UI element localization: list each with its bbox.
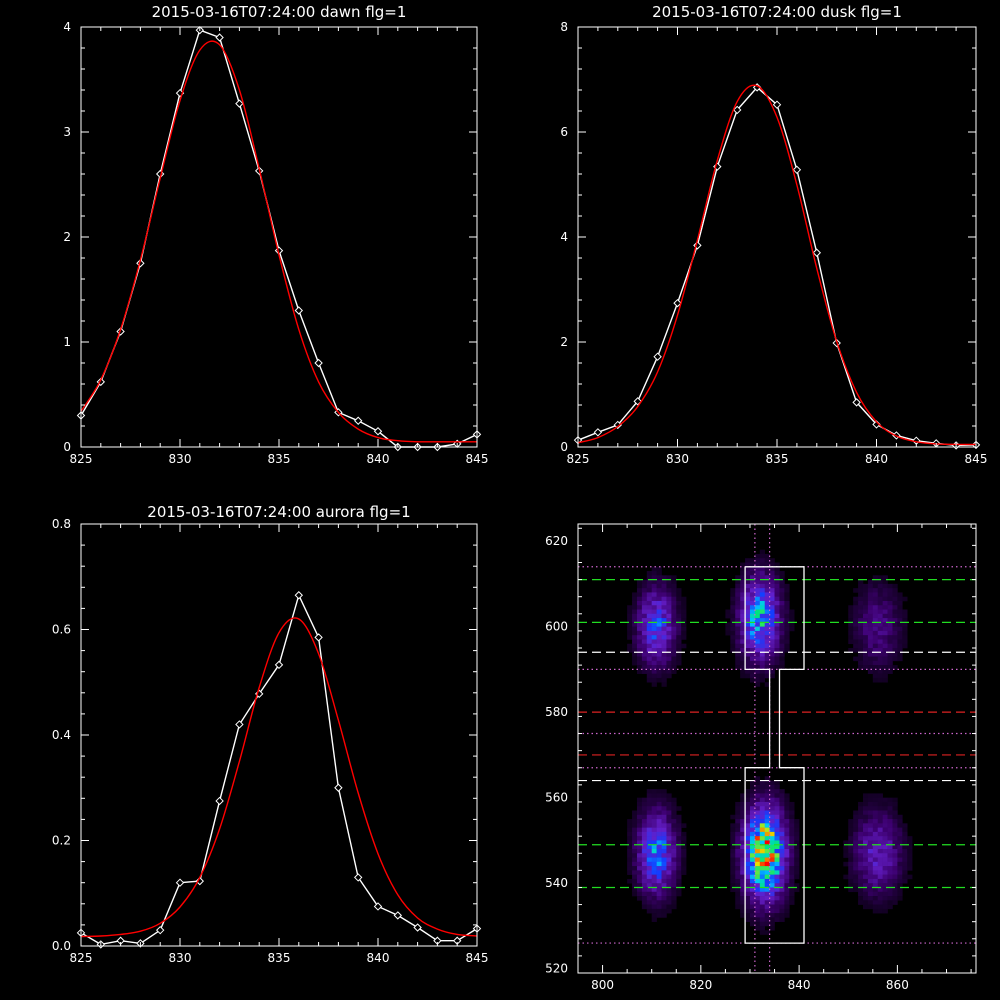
y-tick-label: 2: [560, 335, 568, 349]
y-tick-label: 520: [545, 962, 568, 976]
y-tick-label: 6: [560, 125, 568, 139]
data-point: [235, 720, 244, 729]
x-tick-label: 830: [169, 452, 192, 466]
series-line-2: [80, 617, 478, 938]
x-tick-label: 830: [666, 452, 689, 466]
x-tick-label: 825: [70, 951, 93, 965]
data-point: [792, 165, 802, 175]
y-tick-label: 4: [63, 20, 71, 34]
chart-title: 2015-03-16T07:24:00 dusk flg=1: [652, 3, 902, 21]
data-point: [314, 633, 323, 642]
plot-frame: [80, 26, 478, 448]
y-tick-label: 0.2: [52, 834, 71, 848]
x-tick-label: 835: [268, 452, 291, 466]
x-tick-label: 830: [169, 951, 192, 965]
x-tick-label: 840: [865, 452, 888, 466]
data-point: [653, 352, 662, 361]
x-tick-label: 840: [788, 978, 811, 992]
data-point: [334, 783, 343, 792]
x-tick-label: 860: [886, 978, 909, 992]
x-tick-label: 845: [965, 452, 988, 466]
data-point: [314, 358, 323, 368]
heatmap-image: [627, 549, 913, 935]
y-tick-label: 8: [560, 20, 568, 34]
data-point: [155, 925, 165, 935]
y-tick-label: 540: [545, 876, 568, 890]
data-point: [772, 100, 782, 109]
y-tick-label: 600: [545, 620, 568, 634]
x-tick-label: 820: [689, 978, 712, 992]
data-point: [593, 428, 603, 437]
selection-outline: [744, 566, 805, 944]
y-tick-label: 580: [545, 705, 568, 719]
data-point: [235, 99, 244, 108]
y-tick-label: 0: [63, 440, 71, 454]
y-tick-label: 3: [63, 125, 71, 139]
data-point: [373, 427, 383, 436]
y-tick-label: 560: [545, 791, 568, 805]
plot-frame: [577, 26, 977, 448]
plot-frame: [577, 523, 977, 974]
series-line-2: [577, 84, 977, 446]
series-line-1: [577, 86, 977, 447]
y-tick-label: 0: [560, 440, 568, 454]
y-tick-label: 4: [560, 230, 568, 244]
series-line-2: [80, 40, 478, 443]
series-line-1: [80, 593, 478, 946]
data-point: [175, 878, 185, 887]
series-line-1: [80, 29, 478, 448]
chart-title: 2015-03-16T07:24:00 dawn flg=1: [152, 3, 407, 21]
y-tick-label: 2: [63, 230, 71, 244]
chart-panel-2: 825 830 835 840 845 0 2 4 6 8 2015-03-16T07:24:00 …: [560, 3, 987, 466]
plot-frame: [80, 523, 478, 947]
chart-panel-3: 825 830 835 840 845 0.0 0.2 0.4 0.6 0.8 2015-03-16…: [52, 503, 489, 965]
data-point: [274, 660, 284, 670]
data-point: [673, 298, 682, 308]
x-tick-label: 825: [70, 452, 93, 466]
x-tick-label: 845: [466, 452, 489, 466]
data-point: [353, 416, 363, 425]
y-tick-label: 0.8: [52, 517, 71, 531]
y-tick-label: 1: [63, 335, 71, 349]
data-point: [353, 873, 363, 882]
y-tick-label: 0.0: [52, 939, 71, 953]
data-point: [413, 923, 422, 932]
x-tick-label: 840: [367, 951, 390, 965]
y-tick-label: 0.4: [52, 728, 71, 742]
data-point: [294, 306, 304, 315]
chart-title: 2015-03-16T07:24:00 aurora flg=1: [147, 503, 410, 521]
data-point: [373, 902, 383, 911]
x-tick-label: 825: [567, 452, 590, 466]
data-point: [393, 911, 403, 920]
y-tick-label: 620: [545, 534, 568, 548]
data-point: [812, 248, 822, 257]
x-tick-label: 835: [766, 452, 789, 466]
data-point: [852, 398, 861, 407]
data-point: [215, 796, 224, 806]
y-tick-label: 0.6: [52, 623, 71, 637]
x-tick-label: 800: [591, 978, 614, 992]
x-tick-label: 835: [268, 951, 291, 965]
data-point: [215, 33, 224, 42]
x-tick-label: 845: [466, 951, 489, 965]
chart-panel-1: 825 830 835 840 845 0 1 2 3 4 2015-03-16T07:24:00 …: [63, 3, 488, 466]
data-point: [732, 105, 742, 115]
chart-panel-4: 800 820 840 860 520 540 560 580 600 620: [545, 523, 977, 992]
data-point: [294, 591, 304, 600]
x-tick-label: 840: [367, 452, 390, 466]
